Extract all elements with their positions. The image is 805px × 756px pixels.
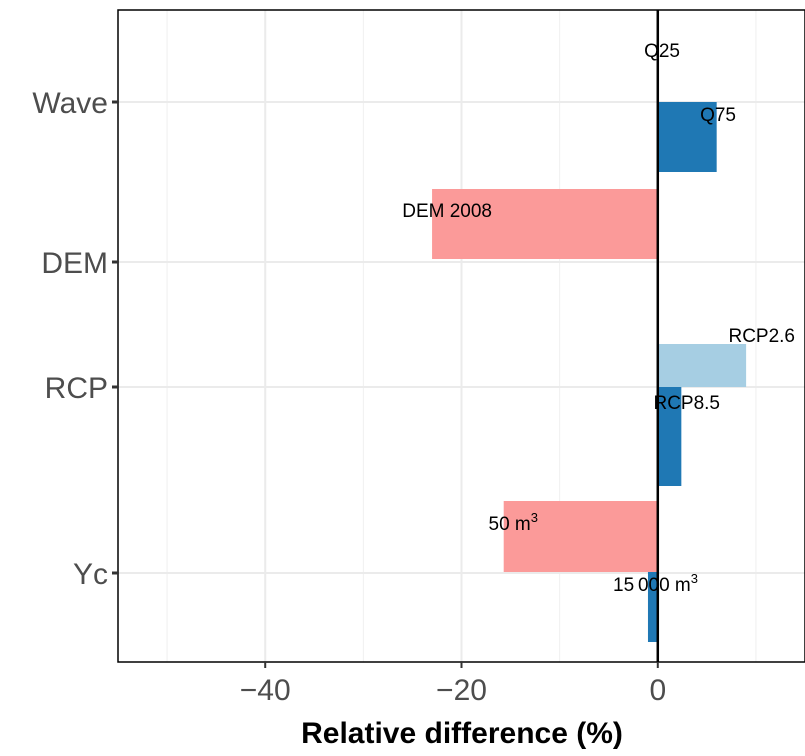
- bar: [647, 572, 658, 642]
- x-tick-label: −20: [436, 674, 487, 707]
- bars: [432, 102, 747, 642]
- bar: [657, 102, 717, 172]
- x-tick-label: 0: [649, 674, 666, 707]
- bar-label: Q75: [700, 105, 736, 126]
- bar: [503, 501, 658, 572]
- bar-label: Q25: [644, 41, 680, 62]
- x-axis-title: Relative difference (%): [301, 717, 623, 750]
- y-tick-label: Yc: [73, 558, 108, 591]
- bar-label: 50 m3: [489, 510, 538, 535]
- bar: [657, 344, 747, 387]
- bar-label: RCP8.5: [653, 393, 720, 414]
- y-tick-label: DEM: [41, 247, 108, 280]
- bar: [657, 387, 682, 486]
- x-tick-label: −40: [240, 674, 291, 707]
- y-axis: Wave DEM RCP Yc: [32, 87, 118, 591]
- y-tick-label: Wave: [32, 87, 108, 120]
- x-axis: −40 −20 0: [240, 662, 666, 707]
- bar: [432, 189, 658, 259]
- bar-label: RCP2.6: [728, 326, 795, 347]
- y-tick-label: RCP: [45, 372, 108, 405]
- bar-label: DEM 2008: [402, 201, 492, 222]
- bar-labels: Q25 Q75 DEM 2008 RCP2.6 RCP8.5 50 m3 15 000 m3: [402, 41, 795, 596]
- bar-label: 15 000 m3: [613, 571, 698, 596]
